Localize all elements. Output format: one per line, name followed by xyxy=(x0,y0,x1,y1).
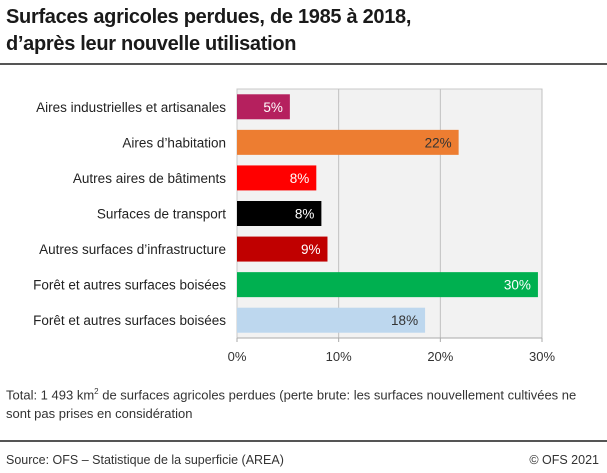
title-rule xyxy=(0,63,607,65)
data-label: 5% xyxy=(263,100,283,115)
data-label: 18% xyxy=(391,313,418,328)
category-label: Aires industrielles et artisanales xyxy=(36,100,226,115)
bar xyxy=(237,272,538,298)
category-label: Forêt et autres surfaces boisées xyxy=(33,278,226,293)
copyright-text: © OFS 2021 xyxy=(529,453,599,467)
bar xyxy=(237,129,459,155)
data-label: 9% xyxy=(301,242,321,257)
chart-title: Surfaces agricoles perdues, de 1985 à 20… xyxy=(6,4,411,58)
bar-chart: 0% 10% 20% 30% Aires industrielles et artisa… xyxy=(33,88,555,364)
source-text: Source: OFS – Statistique de la superfic… xyxy=(6,453,284,467)
title-line-2: d’après leur nouvelle utilisation xyxy=(6,33,297,55)
note-text: de surfaces agricoles perdues (perte bru… xyxy=(6,387,577,422)
data-label: 8% xyxy=(295,207,315,222)
category-label: Forêt et autres surfaces boisées xyxy=(33,313,226,328)
category-label: Aires d’habitation xyxy=(122,135,226,150)
category-label: Surfaces de transport xyxy=(97,207,226,222)
data-label: 22% xyxy=(425,135,452,150)
bar xyxy=(237,201,322,226)
chart-note: Total: 1 493 km2 de surfaces agricoles p… xyxy=(6,382,596,423)
data-label: 8% xyxy=(290,171,310,186)
bar xyxy=(237,307,426,333)
category-label: Autres surfaces d’infrastructure xyxy=(39,242,226,257)
bar xyxy=(237,94,290,120)
footer-rule xyxy=(0,440,607,442)
bar xyxy=(237,165,317,191)
title-line-1: Surfaces agricoles perdues, de 1985 à 20… xyxy=(6,6,412,28)
x-tick-label: 20% xyxy=(427,349,453,364)
x-tick-label: 10% xyxy=(326,349,352,364)
x-tick-label: 30% xyxy=(529,349,555,364)
bar xyxy=(237,236,328,262)
data-label: 30% xyxy=(504,278,531,293)
x-tick-label: 0% xyxy=(228,349,247,364)
category-label: Autres aires de bâtiments xyxy=(73,171,226,186)
note-sup: 2 xyxy=(94,387,99,396)
note-total: Total: 1 493 km xyxy=(6,387,95,403)
